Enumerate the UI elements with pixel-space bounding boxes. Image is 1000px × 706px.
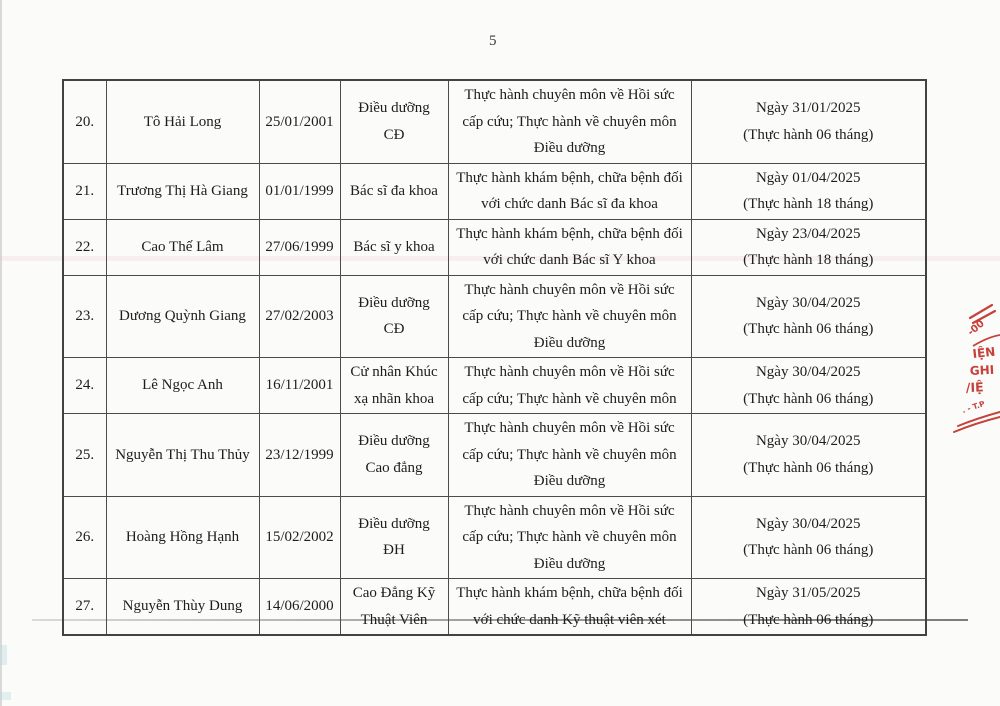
degree-cell: Điều dưỡng ĐH xyxy=(339,495,449,579)
row-number-cell: 26. xyxy=(62,495,107,579)
table-row: 22. Cao Thế Lâm 27/06/1999 Bác sĩ y khoa… xyxy=(62,218,927,276)
stamp-text-fragment: GHI xyxy=(969,363,994,378)
practice-cell: Thực hành chuyên môn về Hồi sức cấp cứu;… xyxy=(447,495,692,579)
table-body: 20. Tô Hải Long 25/01/2001 Điều dưỡng CĐ… xyxy=(62,79,927,636)
name-cell: Lê Ngọc Anh xyxy=(105,357,260,414)
table-row: 27. Nguyễn Thùy Dung 14/06/2000 Cao Đẳng… xyxy=(62,578,927,636)
stamp-text-fragment: /IỆ xyxy=(966,379,984,395)
row-number-cell: 24. xyxy=(62,357,107,414)
dob-cell: 27/06/1999 xyxy=(258,218,341,276)
date-cell: Ngày 31/01/2025 (Thực hành 06 tháng) xyxy=(690,79,927,164)
date-cell: Ngày 01/04/2025 (Thực hành 18 tháng) xyxy=(690,162,927,220)
date-cell: Ngày 30/04/2025 (Thực hành 06 tháng) xyxy=(690,357,927,414)
practice-cell: Thực hành khám bệnh, chữa bệnh đối với c… xyxy=(447,218,692,276)
stamp-arc-top-inner xyxy=(971,309,997,325)
stamp-text-fragment: -00 xyxy=(966,318,987,338)
degree-cell: Cao Đẳng Kỹ Thuật Viên xyxy=(339,578,449,636)
practice-cell: Thực hành khám bệnh, chữa bệnh đối với c… xyxy=(447,162,692,220)
dob-cell: 01/01/1999 xyxy=(258,162,341,220)
official-stamp-fragment: -00 IỆN GHI /IỆ . - T.P xyxy=(950,295,1000,440)
table-row: 26. Hoàng Hồng Hạnh 15/02/2002 Điều dưỡn… xyxy=(62,495,927,579)
stamp-arc-bottom-inner xyxy=(957,411,1000,427)
degree-cell: Điều dưỡng CĐ xyxy=(339,79,449,164)
degree-cell: Điều dưỡng Cao đẳng xyxy=(339,413,449,497)
row-number-cell: 25. xyxy=(62,413,107,497)
stamp-arc-top-outer xyxy=(968,303,994,320)
degree-cell: Bác sĩ y khoa xyxy=(339,218,449,276)
table-row: 24. Lê Ngọc Anh 16/11/2001 Cử nhân Khúc … xyxy=(62,357,927,414)
page-number: 5 xyxy=(489,33,497,49)
name-cell: Nguyễn Thị Thu Thủy xyxy=(105,413,260,497)
dob-cell: 15/02/2002 xyxy=(258,495,341,579)
row-number-cell: 20. xyxy=(62,79,107,164)
name-cell: Dương Quỳnh Giang xyxy=(105,274,260,358)
table-row: 25. Nguyễn Thị Thu Thủy 23/12/1999 Điều … xyxy=(62,413,927,497)
date-cell: Ngày 30/04/2025 (Thực hành 06 tháng) xyxy=(690,413,927,497)
stamp-text-fragment: IỆN xyxy=(972,344,996,361)
scan-artifact-mark xyxy=(0,692,11,700)
name-cell: Cao Thế Lâm xyxy=(105,218,260,276)
date-cell: Ngày 31/05/2025 (Thực hành 06 tháng) xyxy=(690,578,927,636)
practice-cell: Thực hành chuyên môn về Hồi sức cấp cứu;… xyxy=(447,357,692,414)
row-number-cell: 27. xyxy=(62,578,107,636)
dob-cell: 25/01/2001 xyxy=(258,79,341,164)
practice-cell: Thực hành chuyên môn về Hồi sức cấp cứu;… xyxy=(447,413,692,497)
degree-cell: Bác sĩ đa khoa xyxy=(339,162,449,220)
dob-cell: 14/06/2000 xyxy=(258,578,341,636)
stamp-arc-bottom-outer xyxy=(953,416,1000,433)
scan-artifact-mark xyxy=(0,645,7,665)
stamp-arc-mid xyxy=(972,334,1000,347)
dob-cell: 27/02/2003 xyxy=(258,274,341,358)
row-number-cell: 21. xyxy=(62,162,107,220)
date-cell: Ngày 30/04/2025 (Thực hành 06 tháng) xyxy=(690,274,927,358)
practice-cell: Thực hành chuyên môn về Hồi sức cấp cứu;… xyxy=(447,274,692,358)
row-number-cell: 22. xyxy=(62,218,107,276)
practitioners-table: 20. Tô Hải Long 25/01/2001 Điều dưỡng CĐ… xyxy=(62,79,927,636)
stamp-icon: -00 IỆN GHI /IỆ . - T.P xyxy=(953,303,1000,433)
dob-cell: 23/12/1999 xyxy=(258,413,341,497)
stamp-text-fragment: . - T.P xyxy=(961,399,987,415)
row-number-cell: 23. xyxy=(62,274,107,358)
dob-cell: 16/11/2001 xyxy=(258,357,341,414)
name-cell: Hoàng Hồng Hạnh xyxy=(105,495,260,579)
name-cell: Tô Hải Long xyxy=(105,79,260,164)
date-cell: Ngày 23/04/2025 (Thực hành 18 tháng) xyxy=(690,218,927,276)
practice-cell: Thực hành khám bệnh, chữa bệnh đối với c… xyxy=(447,578,692,636)
name-cell: Nguyễn Thùy Dung xyxy=(105,578,260,636)
degree-cell: Cử nhân Khúc xạ nhãn khoa xyxy=(339,357,449,414)
table-row: 21. Trương Thị Hà Giang 01/01/1999 Bác s… xyxy=(62,162,927,220)
scan-edge-line xyxy=(0,0,2,706)
table-row: 23. Dương Quỳnh Giang 27/02/2003 Điều dư… xyxy=(62,274,927,358)
date-cell: Ngày 30/04/2025 (Thực hành 06 tháng) xyxy=(690,495,927,579)
table-row: 20. Tô Hải Long 25/01/2001 Điều dưỡng CĐ… xyxy=(62,79,927,164)
degree-cell: Điều dưỡng CĐ xyxy=(339,274,449,358)
name-cell: Trương Thị Hà Giang xyxy=(105,162,260,220)
practice-cell: Thực hành chuyên môn về Hồi sức cấp cứu;… xyxy=(447,79,692,164)
